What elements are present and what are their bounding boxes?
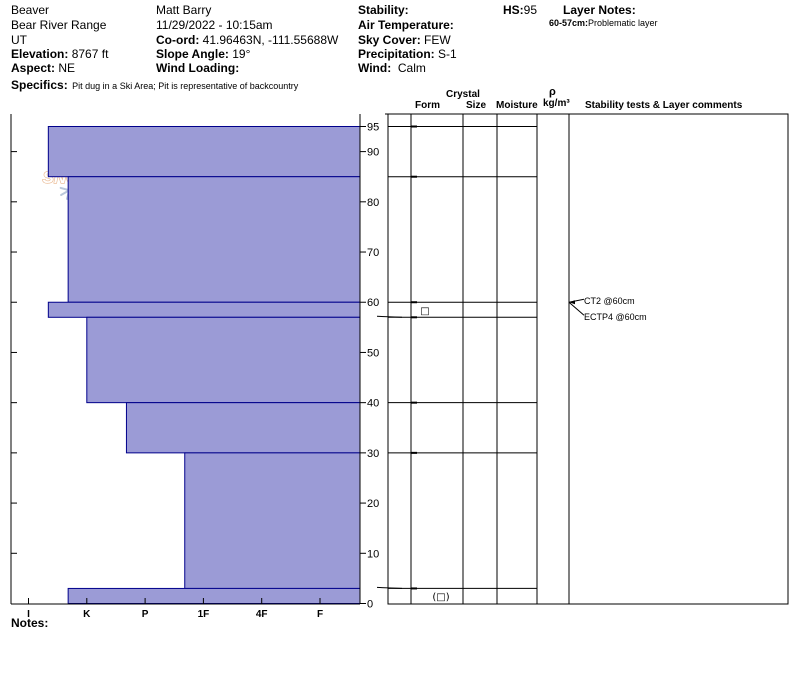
precip-value: S-1 (438, 47, 457, 61)
lead-line (376, 315, 403, 318)
depth-tick-label: 30 (367, 448, 379, 460)
hardness-layer (47, 301, 361, 318)
hardness-frame (10, 114, 361, 605)
depth-tick-label: 60 (367, 297, 379, 309)
specifics: Specifics: Pit dug in a Ski Area; Pit is… (11, 77, 298, 93)
form-header: Form (415, 100, 440, 111)
crystal-forms: □ (□) (420, 306, 449, 603)
depth-tick-label: 10 (367, 548, 379, 560)
layer-note-text: Problematic layer (588, 18, 658, 28)
hardness-tick-label: F (317, 609, 323, 620)
location: Beaver (11, 3, 50, 17)
hardness-tick-label: K (83, 609, 91, 620)
air-temp-label: Air Temperature: (358, 18, 454, 32)
wind-loading-label: Wind Loading: (156, 61, 240, 75)
layer-note-range: 60-57cm: (549, 18, 589, 28)
table-border (387, 113, 789, 605)
elevation: Elevation: 8767 ft (11, 48, 108, 60)
crystal-symbol: □ (420, 306, 429, 317)
stability-tests: CT2 @60cm ECTP4 @60cm (568, 296, 647, 322)
hardness-tick-label: P (142, 609, 149, 620)
crystal-symbol: (□) (432, 592, 449, 603)
elevation-label: Elevation: (11, 47, 69, 61)
wind-value: Calm (397, 61, 426, 75)
depth-tick-label: 80 (367, 197, 379, 209)
hardness-layer (67, 587, 361, 604)
depth-axis: 0 10 20 30 40 50 60 70 80 90 95 (360, 122, 379, 611)
size-header: Size (466, 100, 487, 111)
layer-table (376, 113, 789, 605)
coord-label: Co-ord: (156, 33, 200, 47)
hs-value: 95 (523, 3, 538, 17)
depth-tick-label: 0 (367, 599, 373, 611)
aspect: Aspect: NE (11, 62, 75, 74)
test-pointer (568, 301, 585, 316)
hardness-axis: I K P 1F 4F F (27, 598, 323, 620)
moisture-header: Moisture (496, 100, 538, 111)
hardness-layer (86, 316, 361, 404)
hardness-profile (47, 126, 361, 604)
specifics-label: Specifics: (11, 78, 68, 92)
mountain-range: Bear River Range (11, 18, 107, 32)
slope-angle: Slope Angle: 19° (156, 48, 250, 60)
state: UT (11, 33, 27, 47)
sky-value: FEW (424, 33, 451, 47)
hardness-tick-label: 4F (256, 609, 268, 620)
crystal-header: Crystal (446, 89, 480, 100)
wind: Wind: Calm (358, 62, 426, 74)
depth-tick-label: 70 (367, 247, 379, 259)
hardness-tick-label: 1F (198, 609, 210, 620)
test-label: CT2 @60cm (584, 296, 635, 306)
hs-label: HS: (503, 3, 524, 17)
precipitation: Precipitation: S-1 (358, 48, 457, 60)
aspect-value: NE (58, 61, 76, 75)
precip-label: Precipitation: (358, 47, 435, 61)
depth-tick-label: 40 (367, 398, 379, 410)
specifics-value: Pit dug in a Ski Area; Pit is representa… (72, 81, 299, 91)
stability-comments-header: Stability tests & Layer comments (585, 100, 743, 111)
depth-tick-label: 50 (367, 347, 379, 359)
hardness-layer (125, 402, 361, 454)
test-arrowhead (569, 300, 575, 305)
sky-label: Sky Cover: (358, 33, 421, 47)
aspect-label: Aspect: (11, 61, 56, 75)
hardness-layer (184, 452, 361, 589)
hardness-layer (67, 176, 361, 303)
layer-notes-label: Layer Notes: (563, 3, 636, 17)
depth-tick-label: 20 (367, 498, 379, 510)
sky-cover: Sky Cover: FEW (358, 34, 451, 46)
wind-label: Wind: (358, 61, 392, 75)
slope-label: Slope Angle: (156, 47, 229, 61)
density-unit-header: kg/m³ (543, 98, 570, 109)
coord-value: 41.96463N, -111.55688W (202, 33, 339, 47)
hs: HS:95 (503, 4, 537, 16)
datetime: 11/29/2022 - 10:15am (156, 18, 273, 32)
hardness-tick-label: I (27, 609, 30, 620)
layer-note: 60-57cm:Problematic layer (549, 19, 658, 28)
depth-tick-label: 95 (367, 122, 379, 134)
rho-header: ρ (549, 86, 556, 98)
coordinates: Co-ord: 41.96463N, -111.55688W (156, 34, 338, 46)
elevation-value: 8767 ft (71, 47, 109, 61)
lead-line (376, 586, 403, 589)
stability-label: Stability: (358, 3, 409, 17)
notes-label: Notes: (11, 616, 49, 630)
hardness-layer (47, 126, 361, 178)
test-label: ECTP4 @60cm (584, 312, 647, 322)
observer: Matt Barry (156, 3, 212, 17)
slope-value: 19° (232, 47, 251, 61)
depth-tick-label: 90 (367, 147, 379, 159)
